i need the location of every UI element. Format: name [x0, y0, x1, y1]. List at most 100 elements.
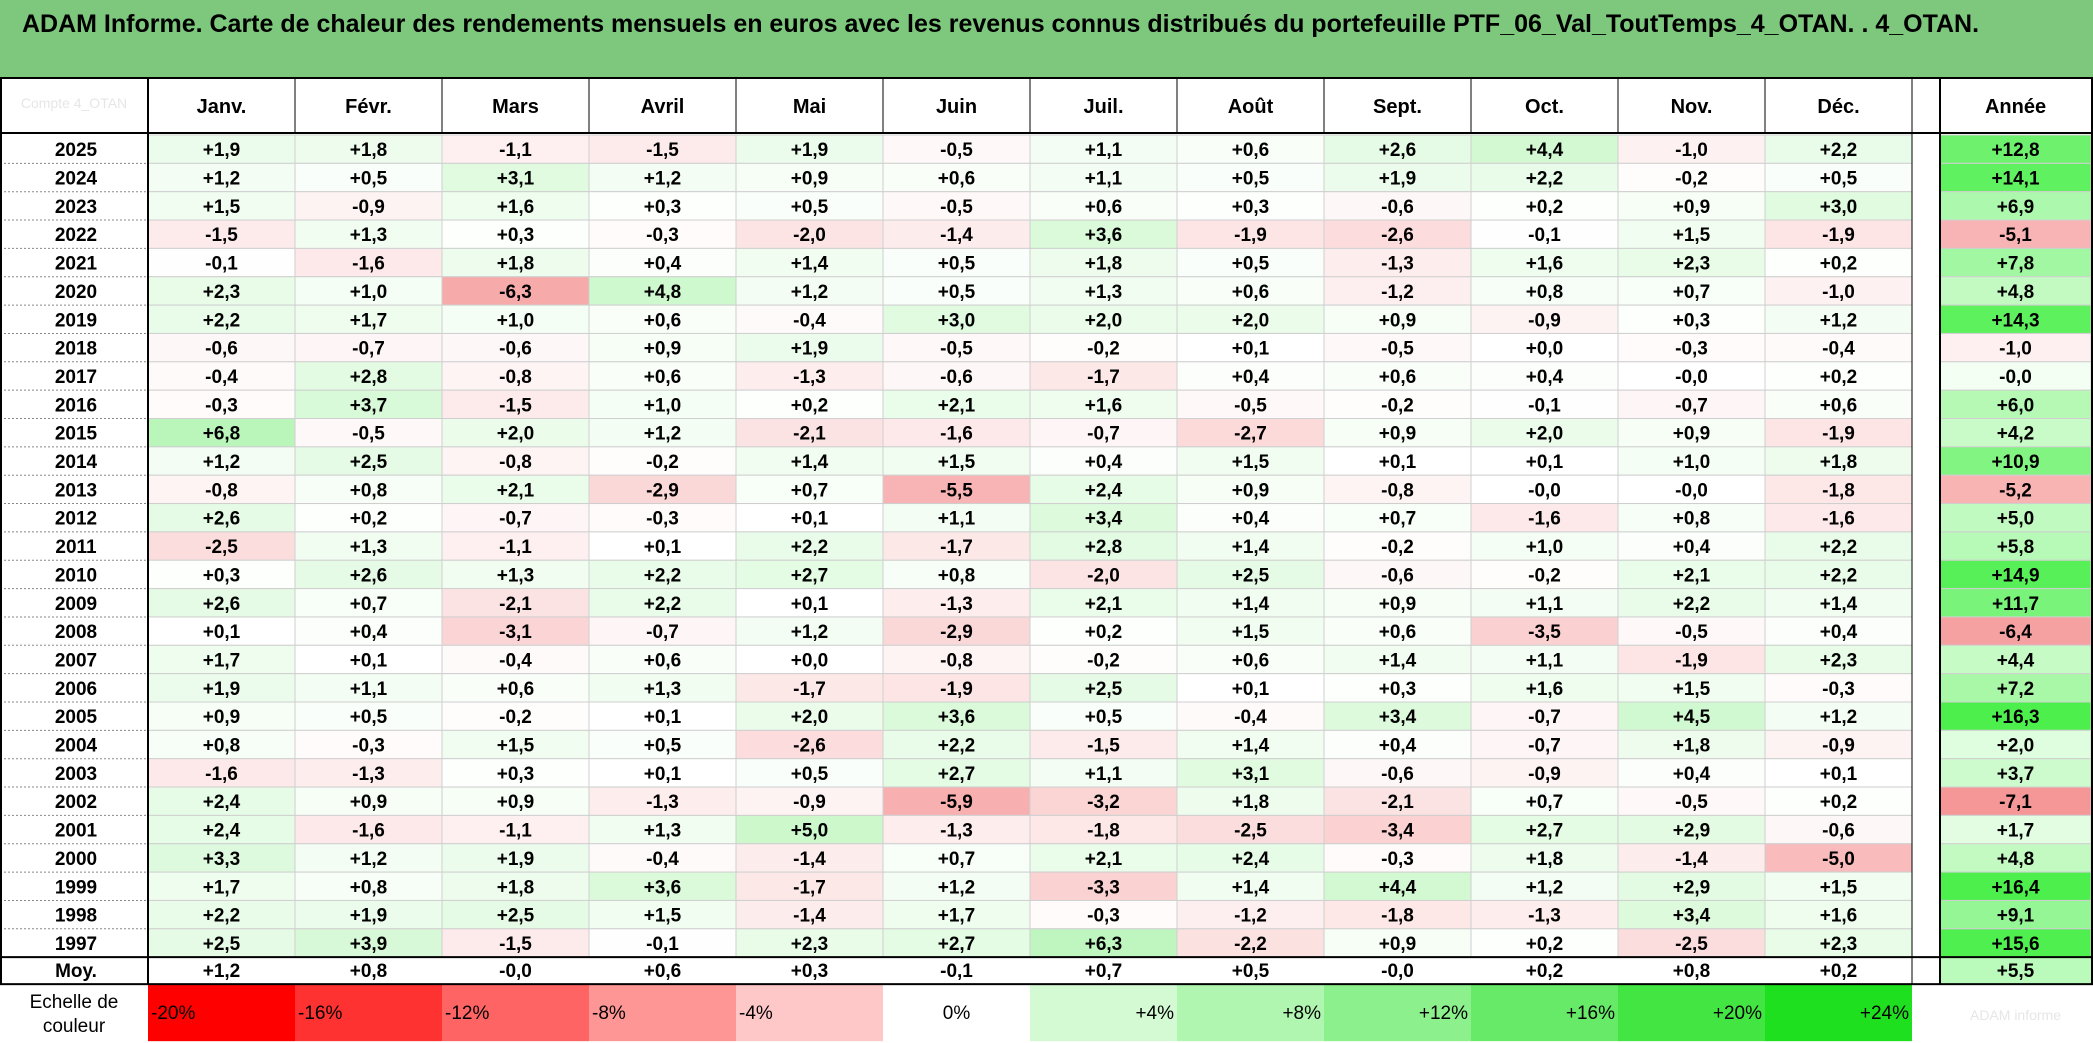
average-annual-value: +5,5: [1997, 961, 2035, 982]
average-value: -0,0: [1381, 961, 1414, 982]
heat-value: +3,6: [644, 877, 682, 898]
month-header-7: Juil.: [1083, 96, 1123, 118]
heat-value: -0,9: [1528, 764, 1561, 785]
heat-cell: [882, 701, 1031, 731]
heat-value: +0,3: [1232, 197, 1270, 218]
heat-value: -0,1: [1528, 395, 1561, 416]
scale-step-label: -8%: [592, 1003, 626, 1024]
annual-value: +4,4: [1997, 650, 2035, 671]
year-label: 2023: [55, 197, 97, 218]
annual-cell: [1939, 871, 2092, 901]
heat-value: -0,3: [1822, 679, 1855, 700]
heat-value: -0,5: [352, 424, 385, 445]
heat-value: +2,4: [203, 821, 241, 842]
heat-value: +0,3: [644, 197, 682, 218]
heat-cell: [588, 276, 737, 306]
annual-value: +16,4: [1991, 877, 2040, 898]
heat-cell: [441, 616, 590, 646]
heat-value: +4,4: [1379, 877, 1417, 898]
heat-value: +1,9: [791, 140, 829, 161]
average-annual-cell: [1940, 957, 2091, 985]
heat-cell: [294, 644, 443, 675]
heat-value: +0,1: [791, 509, 829, 530]
heat-value: +0,6: [1232, 650, 1270, 671]
heat-value: +0,9: [203, 707, 241, 728]
annual-value: +14,3: [1991, 310, 2039, 331]
heat-cell: [735, 134, 884, 164]
year-label: 1998: [55, 906, 97, 927]
annual-cell: [1939, 701, 2092, 731]
heat-value: +0,5: [938, 254, 976, 275]
heat-value: -0,5: [1675, 622, 1708, 643]
heat-cell: [147, 162, 296, 193]
heat-value: +2,2: [938, 736, 976, 757]
heat-cell: [1176, 786, 1325, 816]
scale-step-label: +8%: [1282, 1003, 1321, 1024]
heat-cell: [1323, 219, 1472, 249]
heat-value: -1,6: [1528, 509, 1561, 530]
heat-cell: [441, 332, 590, 363]
heat-value: -2,5: [205, 537, 238, 558]
heat-value: -1,0: [1822, 282, 1855, 303]
heat-cell: [588, 729, 737, 760]
heat-value: +0,5: [791, 197, 829, 218]
heat-cell: [1617, 758, 1766, 788]
heat-cell: [294, 531, 443, 561]
heat-value: +1,2: [644, 424, 682, 445]
heat-cell: [441, 247, 590, 278]
year-label: 2006: [55, 679, 97, 700]
heat-cell: [147, 247, 296, 278]
heat-value: +1,9: [791, 339, 829, 360]
annual-cell: [1939, 673, 2092, 703]
heat-value: +1,4: [791, 452, 829, 473]
heat-cell: [441, 134, 590, 164]
heat-value: +1,8: [1820, 452, 1858, 473]
heat-value: +0,4: [1820, 622, 1858, 643]
heat-cell: [1764, 786, 1913, 816]
heat-value: +1,5: [938, 452, 976, 473]
scale-swatch: [1177, 984, 1324, 1042]
heat-value: -1,3: [793, 367, 826, 388]
heat-value: +1,3: [644, 821, 682, 842]
scale-step-label: +24%: [1860, 1003, 1909, 1024]
heat-value: +1,6: [1526, 254, 1564, 275]
heat-value: +1,3: [644, 679, 682, 700]
annual-value: +7,2: [1997, 679, 2035, 700]
heat-cell: [1029, 644, 1178, 675]
scale-swatch: [1030, 984, 1177, 1042]
heat-value: +1,0: [644, 395, 682, 416]
heat-value: +3,4: [1673, 906, 1711, 927]
heat-value: +0,9: [1673, 197, 1711, 218]
heat-value: -1,6: [352, 821, 385, 842]
heat-value: +2,2: [1820, 140, 1858, 161]
heat-cell: [1470, 899, 1619, 930]
heat-cell: [1470, 928, 1619, 958]
annual-value: +3,7: [1997, 764, 2035, 785]
heat-value: +1,8: [497, 254, 535, 275]
heat-cell: [1764, 701, 1913, 731]
heat-value: +1,4: [1232, 736, 1270, 757]
heat-value: -0,8: [499, 452, 532, 473]
heat-value: +1,2: [1820, 707, 1858, 728]
heat-value: -2,2: [1234, 934, 1267, 955]
heat-value: +0,6: [497, 679, 535, 700]
annual-cell: [1939, 531, 2092, 561]
heat-cell: [1764, 758, 1913, 788]
heat-value: -0,3: [1675, 339, 1708, 360]
heat-value: +0,8: [938, 565, 976, 586]
heat-cell: [588, 701, 737, 731]
heat-cell: [294, 673, 443, 703]
heat-cell: [1323, 899, 1472, 930]
heat-value: -0,0: [1675, 480, 1708, 501]
heat-value: -6,3: [499, 282, 532, 303]
heat-value: +0,2: [1085, 622, 1123, 643]
annual-value: -5,2: [1999, 480, 2032, 501]
heat-value: -0,4: [793, 310, 826, 331]
heat-value: +1,5: [1820, 877, 1858, 898]
heat-value: +0,4: [1526, 367, 1564, 388]
average-value: +0,8: [1673, 961, 1711, 982]
heat-cell: [882, 389, 1031, 419]
heat-value: -0,9: [793, 792, 826, 813]
heat-value: +1,5: [497, 736, 535, 757]
heat-value: +0,5: [1820, 169, 1858, 190]
